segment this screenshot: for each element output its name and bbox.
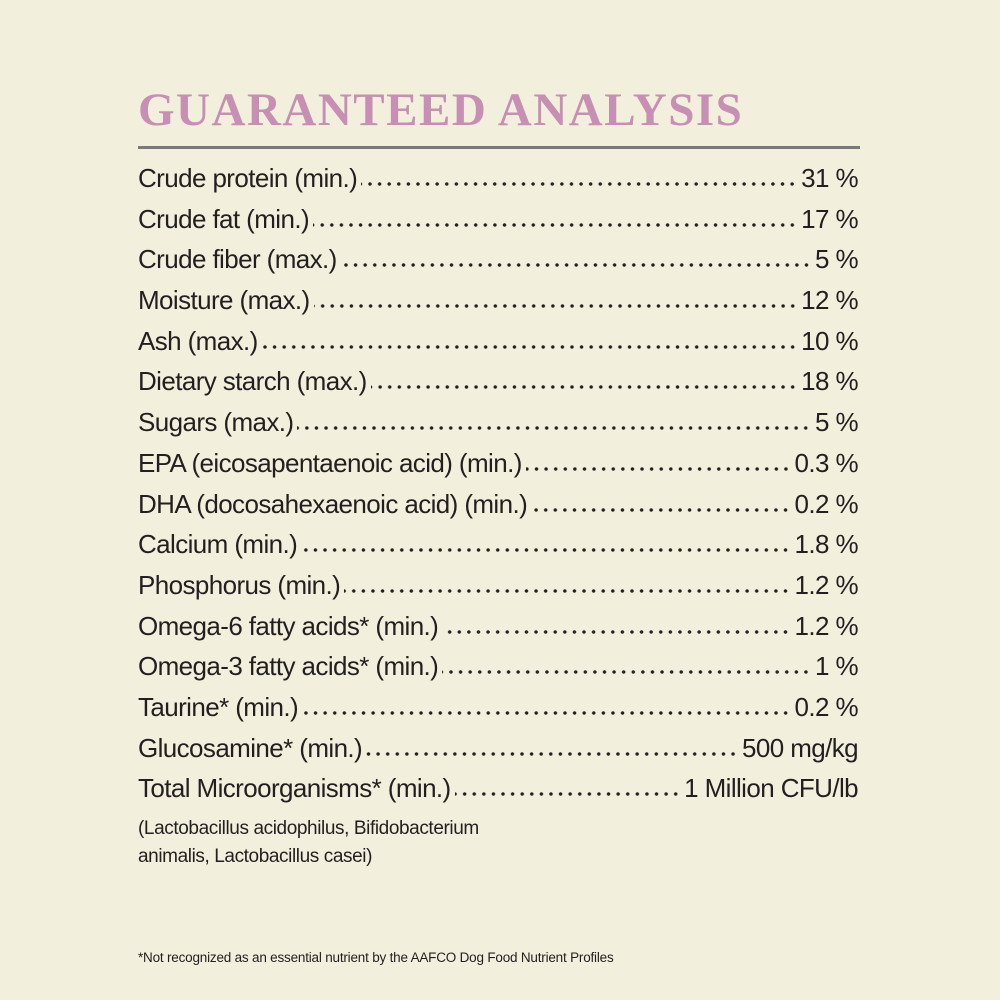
nutrient-label: DHA (docosahexaenoic acid) (min.): [138, 488, 528, 519]
dot-leader: [261, 343, 798, 350]
nutrient-value: 500 mg/kg: [741, 732, 859, 763]
dot-leader: [302, 709, 791, 716]
nutrient-label: Sugars (max.): [138, 407, 294, 438]
nutrient-value: 0.2 %: [794, 691, 859, 722]
nutrient-label: Omega-3 fatty acids* (min.): [138, 651, 439, 682]
nutrient-label: EPA (eicosapentaenoic acid) (min.): [138, 447, 522, 478]
dot-leader: [301, 547, 791, 554]
nutrient-label: Glucosamine* (min.): [138, 732, 363, 763]
nutrient-value: 1.8 %: [794, 529, 859, 560]
dot-leader: [297, 425, 811, 432]
nutrient-value: 1.2 %: [794, 610, 859, 641]
nutrient-label: Dietary starch (max.): [138, 366, 367, 397]
dot-leader: [525, 465, 791, 472]
analysis-row: Total Microorganisms* (min.) 1 Million CF…: [138, 773, 859, 814]
dot-leader: [531, 506, 791, 513]
nutrient-label: Omega-6 fatty acids* (min.): [138, 610, 439, 641]
nutrient-label: Crude fat (min.): [138, 203, 310, 234]
analysis-row: Calcium (min.) 1.8 %: [138, 529, 859, 570]
nutrient-value: 1 Million CFU/lb: [684, 773, 858, 804]
analysis-row: Moisture (max.) 12 %: [138, 285, 859, 326]
nutrient-label: Moisture (max.): [138, 285, 310, 316]
nutrient-value: 31 %: [801, 163, 858, 193]
nutrient-value: 0.2 %: [794, 488, 859, 519]
nutrient-label: Calcium (min.): [138, 529, 298, 560]
analysis-row: Phosphorus (min.) 1.2 %: [138, 569, 859, 611]
analysis-row: Ash (max.) 10 %: [138, 325, 859, 367]
analysis-row: Sugars (max.) 5 %: [138, 407, 859, 448]
analysis-row: Dietary starch (max.) 18 %: [138, 366, 859, 407]
analysis-row: Omega-3 fatty acids* (min.) 1 %: [138, 651, 859, 692]
nutrient-label: Total Microorganisms* (min.): [138, 773, 451, 804]
nutrient-value: 1.2 %: [794, 569, 859, 600]
dot-leader: [442, 628, 791, 635]
title-rule: [138, 146, 860, 149]
dot-leader: [361, 181, 798, 187]
analysis-row: Glucosamine* (min.) 500 mg/kg: [138, 732, 859, 774]
analysis-row: DHA (docosahexaenoic acid) (min.) 0.2 %: [138, 488, 859, 530]
dot-leader: [340, 262, 811, 269]
title: GUARANTEED ANALYSIS: [138, 84, 744, 136]
dot-leader: [454, 791, 681, 798]
dot-leader: [313, 221, 798, 228]
nutrient-value: 17 %: [801, 203, 858, 234]
analysis-row: Omega-6 fatty acids* (min.) 1.2 %: [138, 610, 859, 652]
nutrient-label: Phosphorus (min.): [138, 569, 341, 600]
note-line: (Lactobacillus acidophilus, Bifidobacter…: [138, 818, 479, 839]
analysis-table: Crude protein (min.) 31 % Crude fat (min.)…: [138, 163, 859, 814]
dot-leader: [370, 384, 798, 391]
nutrient-value: 5 %: [814, 244, 859, 275]
analysis-row: Taurine* (min.) 0.2 %: [138, 691, 859, 733]
nutrient-value: 18 %: [801, 366, 858, 397]
dot-leader: [313, 303, 798, 310]
nutrient-value: 5 %: [814, 407, 859, 438]
nutrient-label: Taurine* (min.): [138, 691, 299, 722]
analysis-row: Crude fiber (max.) 5 %: [138, 244, 859, 285]
nutrient-label: Crude fiber (max.): [138, 244, 337, 275]
nutrient-value: 1 %: [814, 651, 859, 682]
footnote: *Not recognized as an essential nutrient…: [138, 950, 614, 965]
dot-leader: [344, 587, 791, 594]
dot-leader: [442, 669, 811, 676]
analysis-row: Crude protein (min.) 31 %: [138, 163, 859, 204]
analysis-row: Crude fat (min.) 17 %: [138, 203, 859, 245]
dot-leader: [366, 750, 738, 757]
analysis-row: EPA (eicosapentaenoic acid) (min.) 0.3 %: [138, 447, 859, 489]
nutrient-value: 0.3 %: [794, 447, 859, 478]
nutrient-value: 12 %: [801, 285, 858, 316]
nutrient-value: 10 %: [801, 325, 858, 356]
nutrient-label: Ash (max.): [138, 325, 258, 356]
note-line: animalis, Lactobacillus casei): [138, 846, 373, 867]
nutrient-label: Crude protein (min.): [138, 163, 358, 193]
